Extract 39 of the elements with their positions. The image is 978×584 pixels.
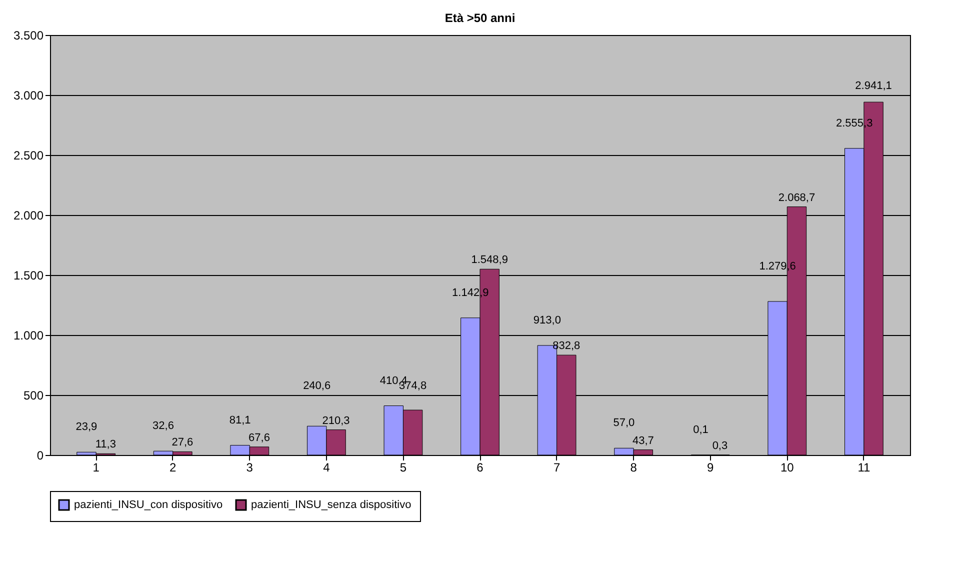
y-tick-label: 3.500 xyxy=(13,28,44,42)
legend-label: pazienti_INSU_con dispositivo xyxy=(74,499,223,511)
x-tick-label: 10 xyxy=(780,460,794,474)
data-label: 32,6 xyxy=(152,420,174,432)
y-tick-label: 2.000 xyxy=(13,208,44,222)
data-label: 240,6 xyxy=(303,380,331,392)
x-tick-label: 1 xyxy=(92,460,100,474)
x-tick-label: 8 xyxy=(630,460,638,474)
chart-title: Età >50 anni xyxy=(444,11,516,25)
x-tick-label: 7 xyxy=(553,460,560,474)
y-tick-label: 500 xyxy=(23,388,44,402)
data-label: 1.548,9 xyxy=(471,254,508,266)
data-label: 27,6 xyxy=(172,436,194,449)
data-label: 210,3 xyxy=(322,414,350,427)
data-label: 832,8 xyxy=(552,340,580,352)
data-label: 81,1 xyxy=(229,414,251,426)
data-label: 0,1 xyxy=(693,424,708,436)
data-label: 11,3 xyxy=(95,438,116,451)
data-label: 43,7 xyxy=(632,434,654,447)
data-label: 0,3 xyxy=(712,440,728,452)
x-tick-label: 6 xyxy=(476,460,484,474)
x-tick-label: 3 xyxy=(246,460,254,474)
data-label: 913,0 xyxy=(533,314,561,326)
data-label: 67,6 xyxy=(248,432,270,444)
legend-label: pazienti_INSU_senza dispositivo xyxy=(251,499,412,511)
x-tick-label: 9 xyxy=(707,460,714,474)
x-tick-label: 2 xyxy=(170,460,177,474)
data-label: 2.068,7 xyxy=(778,192,816,204)
x-tick-label: 11 xyxy=(858,460,870,474)
y-tick-label: 1.500 xyxy=(13,268,44,282)
x-tick-label: 4 xyxy=(323,460,330,474)
x-tick-label: 5 xyxy=(400,460,407,474)
y-tick-label: 3.000 xyxy=(13,88,44,102)
data-label: 57,0 xyxy=(613,417,635,430)
y-tick-label: 2.500 xyxy=(13,148,44,162)
data-label: 2.941,1 xyxy=(855,80,892,92)
y-tick-label: 0 xyxy=(36,448,44,462)
data-label: 23,9 xyxy=(76,421,98,434)
y-tick-label: 1.000 xyxy=(13,328,44,342)
